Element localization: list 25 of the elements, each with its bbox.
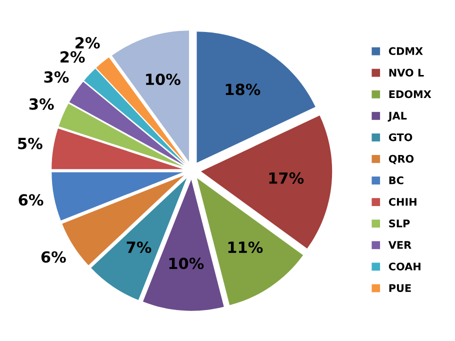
legend-label: CHIH xyxy=(388,198,416,206)
data-label: 10% xyxy=(146,74,180,86)
legend-label: JAL xyxy=(388,112,407,122)
legend-label: CDMX xyxy=(388,47,423,56)
data-label: 3% xyxy=(44,71,69,83)
legend-label: GTO xyxy=(388,133,412,142)
legend-label: NVO L xyxy=(389,68,424,77)
data-label: 6% xyxy=(41,251,66,263)
legend-label: BC xyxy=(389,176,404,184)
data-label: 11% xyxy=(228,241,263,254)
data-label: 10% xyxy=(169,258,204,270)
legend-label: QRO xyxy=(388,154,414,164)
legend-label: COAH xyxy=(388,262,420,270)
data-label: 6% xyxy=(18,194,44,206)
data-label: 2% xyxy=(60,51,85,63)
data-label: 17% xyxy=(269,172,304,184)
legend-label: PUE xyxy=(389,284,411,292)
data-label: 5% xyxy=(18,138,42,150)
data-label: 3% xyxy=(29,98,54,110)
data-label: 2% xyxy=(76,37,100,49)
legend-label: VER xyxy=(388,241,412,249)
data-label: 7% xyxy=(126,241,152,254)
legend-label: EDOMX xyxy=(389,90,432,98)
legend-label: SLP xyxy=(389,219,410,228)
data-label: 18% xyxy=(226,84,260,96)
